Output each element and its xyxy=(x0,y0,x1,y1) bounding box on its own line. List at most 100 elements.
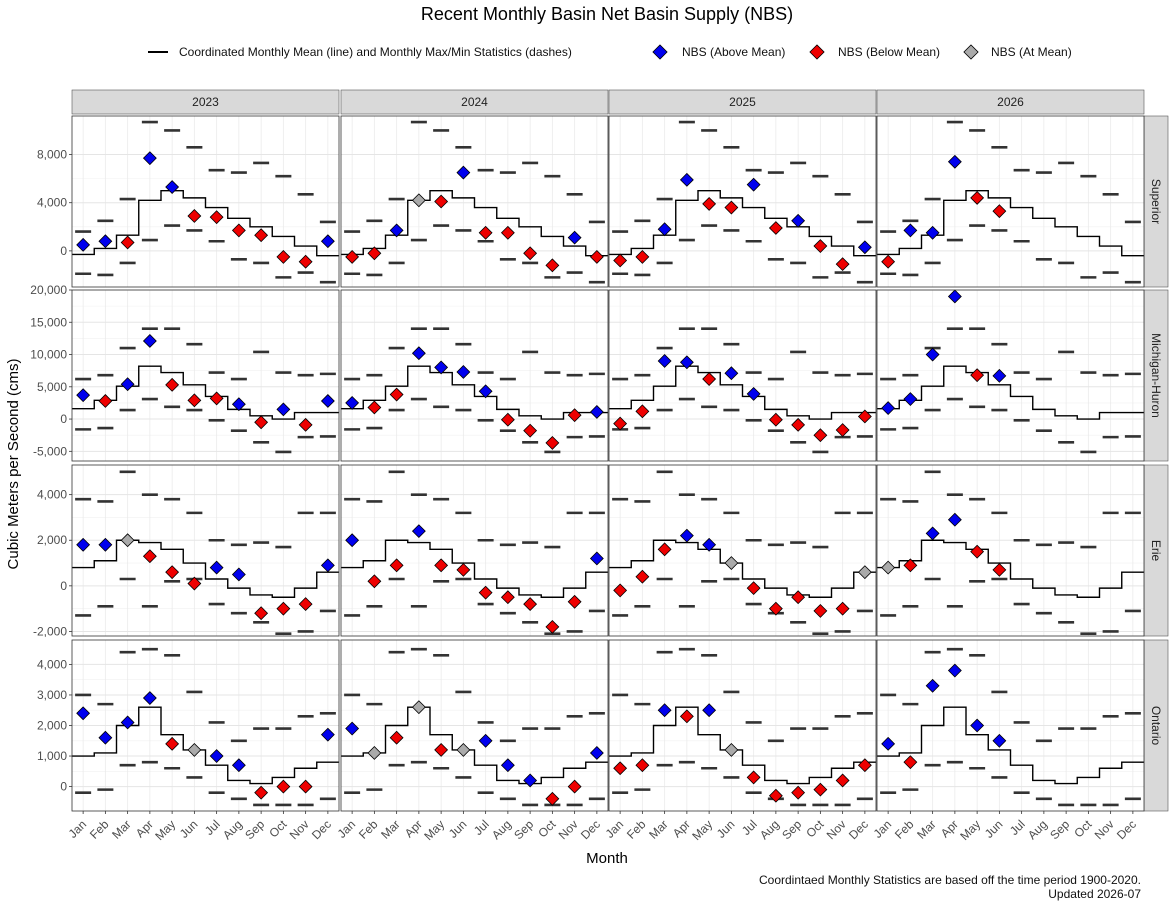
nbs-point-below xyxy=(456,562,471,577)
nbs-point-below xyxy=(98,394,113,408)
y-tick-label: 20,000 xyxy=(30,283,67,297)
x-tick-label: Jun xyxy=(177,817,201,841)
x-tick-label: Nov xyxy=(556,817,581,842)
panel-background xyxy=(877,465,1144,636)
panel-border xyxy=(340,289,609,462)
nbs-point-above xyxy=(679,528,694,543)
nbs-point-below xyxy=(813,239,828,253)
panel-border xyxy=(71,639,340,812)
legend-above-marker xyxy=(652,44,668,60)
y-tick-label: 4,000 xyxy=(37,488,67,502)
mean-step-line xyxy=(341,706,608,785)
nbs-point-below xyxy=(276,249,291,264)
nbs-point-above xyxy=(320,558,335,573)
panel-border xyxy=(608,289,877,462)
nbs-point-above xyxy=(657,222,672,237)
nbs-point-above xyxy=(589,746,604,760)
nbs-point-above xyxy=(434,360,449,375)
nbs-point-above xyxy=(881,736,896,751)
nbs-point-at xyxy=(456,742,471,757)
mean-step-line xyxy=(877,365,1144,420)
lake-strip-superior xyxy=(1143,115,1169,288)
nbs-point-below xyxy=(434,194,449,209)
x-tick-label: May xyxy=(689,817,715,843)
nbs-point-below xyxy=(835,257,850,272)
x-tick-label: Nov xyxy=(287,817,312,842)
x-tick-label: Oct xyxy=(266,817,290,841)
nbs-point-below xyxy=(545,258,560,273)
mean-step-line xyxy=(609,365,876,420)
nbs-point-above xyxy=(456,165,471,180)
y-tick-label: -5,000 xyxy=(33,444,67,458)
nbs-point-at xyxy=(120,533,135,548)
mean-step-line xyxy=(609,706,876,785)
nbs-point-above xyxy=(98,537,113,552)
nbs-point-below xyxy=(635,404,650,419)
panel-erie-2025 xyxy=(608,464,877,637)
nbs-point-above xyxy=(142,334,157,348)
x-tick-label: Jul xyxy=(202,817,223,838)
nbs-point-below xyxy=(613,416,628,431)
nbs-point-above xyxy=(478,733,493,748)
lake-strip-label: Superior xyxy=(1149,179,1163,224)
nbs-point-above xyxy=(702,537,717,552)
panel-superior-2025 xyxy=(608,115,877,288)
nbs-point-below xyxy=(768,601,783,616)
x-tick-label: Oct xyxy=(535,817,559,841)
nbs-point-below xyxy=(857,409,872,424)
nbs-point-above xyxy=(478,384,493,399)
year-strip-label: 2023 xyxy=(192,95,219,109)
x-tick-label: Apr xyxy=(938,817,961,840)
nbs-point-above xyxy=(209,749,224,763)
x-tick-label: Apr xyxy=(133,817,156,840)
nbs-point-above xyxy=(992,368,1007,383)
x-tick-label: Sep xyxy=(779,817,804,842)
nbs-point-below xyxy=(545,619,560,634)
y-tick-label: 15,000 xyxy=(30,315,67,329)
nbs-point-below xyxy=(857,758,872,773)
y-tick-label: 0 xyxy=(60,244,67,258)
x-tick-label: Jul xyxy=(471,817,492,838)
y-axis-label: Cubic Meters per Second (cms) xyxy=(5,359,22,570)
x-tick-label: Oct xyxy=(803,817,827,841)
x-tick-label: Jan xyxy=(66,817,90,841)
nbs-point-below xyxy=(298,417,313,432)
nbs-point-above xyxy=(98,234,113,249)
year-strip-2023 xyxy=(71,89,340,115)
nbs-point-at xyxy=(724,742,739,757)
nbs-point-below xyxy=(187,393,202,408)
y-tick-label: 0 xyxy=(60,780,67,794)
nbs-point-below xyxy=(165,736,180,751)
nbs-point-above xyxy=(679,172,694,187)
nbs-point-above xyxy=(165,180,180,194)
y-tick-label: 1,000 xyxy=(37,749,67,763)
nbs-point-above xyxy=(791,213,806,228)
nbs-point-below xyxy=(903,558,918,573)
nbs-point-below xyxy=(389,387,404,402)
caption-period: Coordintaed Monthly Statistics are based… xyxy=(759,873,1141,887)
nbs-point-below xyxy=(657,542,672,557)
x-tick-label: Dec xyxy=(846,817,871,842)
mean-step-line xyxy=(341,365,608,420)
panel-border xyxy=(876,289,1145,462)
nbs-point-above xyxy=(76,537,91,552)
nbs-point-below xyxy=(120,235,135,250)
x-tick-label: Sep xyxy=(1047,817,1072,842)
nbs-point-below xyxy=(367,246,382,261)
nbs-point-above xyxy=(345,721,360,736)
nbs-point-above xyxy=(947,663,962,678)
nbs-point-above xyxy=(925,526,940,541)
x-tick-label: Jul xyxy=(739,817,760,838)
nbs-point-above xyxy=(209,560,224,575)
nbs-point-at xyxy=(857,565,872,580)
x-tick-label: Apr xyxy=(670,817,693,840)
nbs-point-below xyxy=(254,228,269,243)
nbs-point-at xyxy=(411,193,426,208)
nbs-point-above xyxy=(589,405,604,419)
panel-border xyxy=(608,464,877,637)
panel-superior-2026 xyxy=(876,115,1145,288)
nbs-point-above xyxy=(231,567,246,582)
lake-strip-label: Michigan-Huron xyxy=(1149,333,1163,418)
nbs-point-below xyxy=(298,779,313,794)
